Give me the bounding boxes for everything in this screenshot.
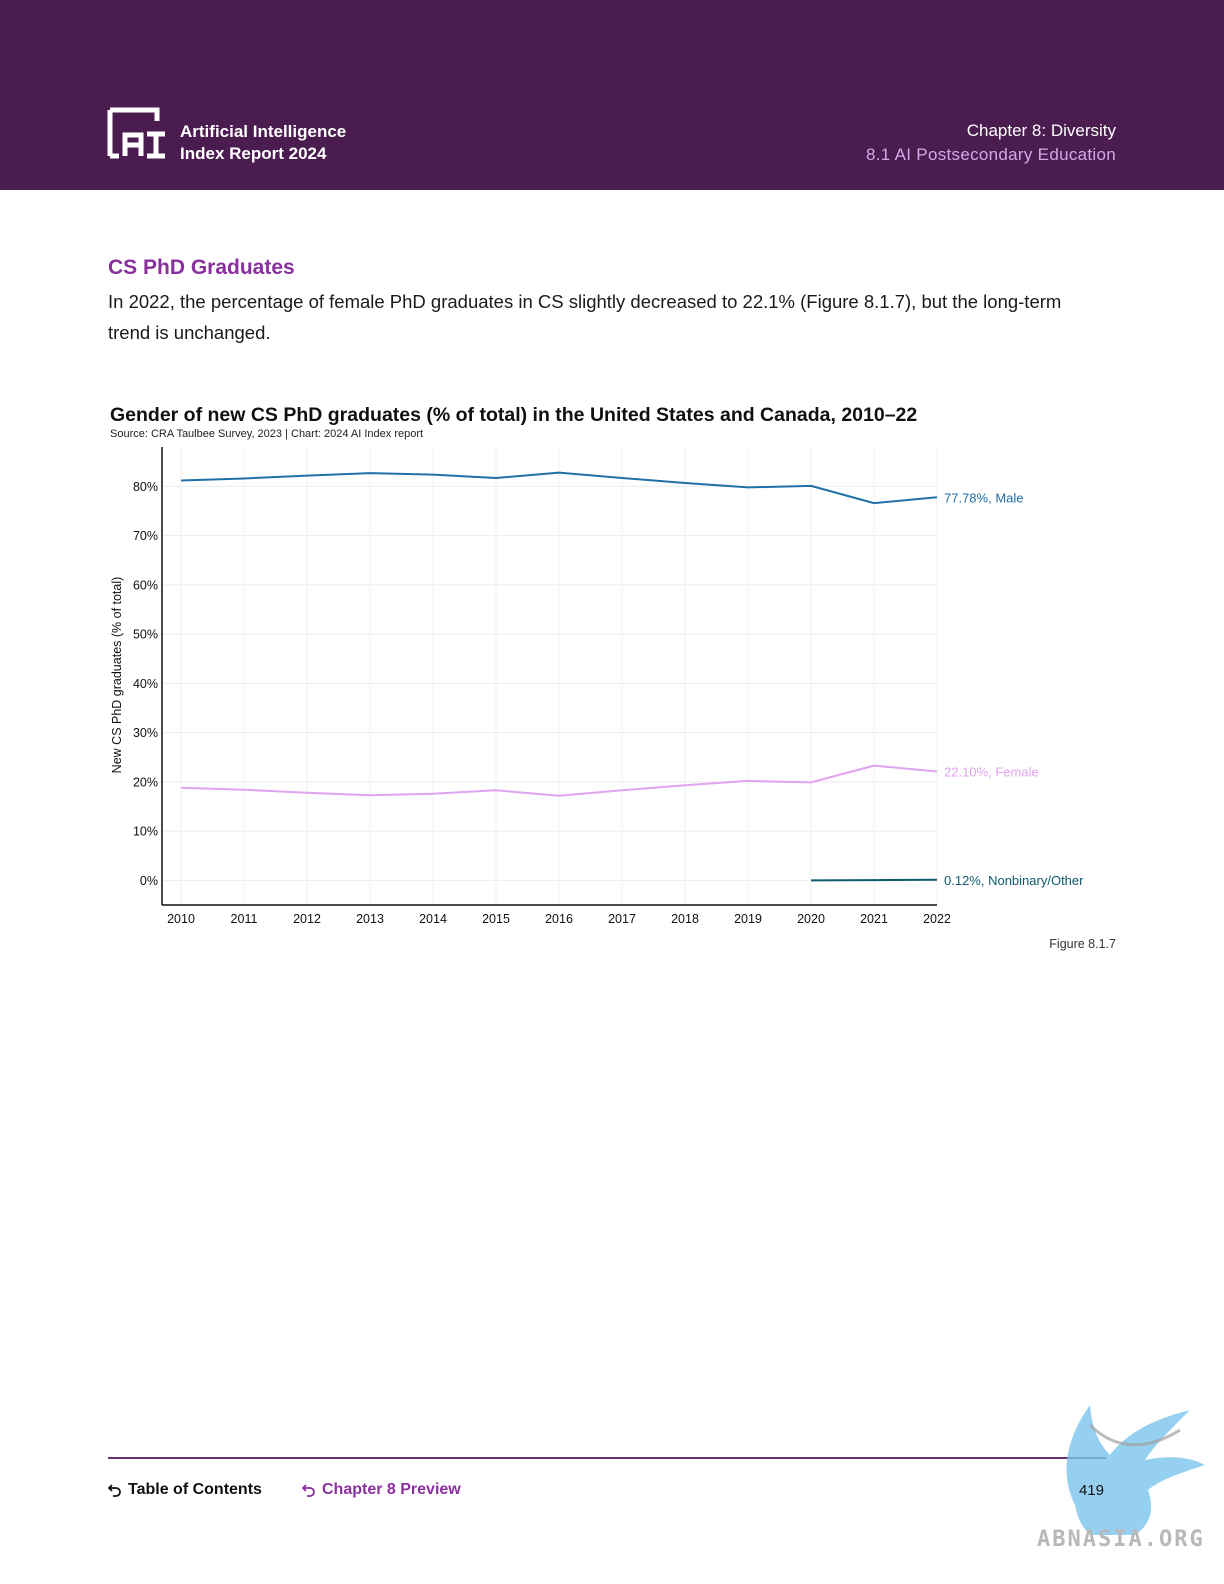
series-line-male [180, 471, 938, 505]
x-tick-label: 2021 [860, 912, 888, 926]
y-axis-label: New CS PhD graduates (% of total) [110, 577, 124, 774]
page-header: Artificial Intelligence Index Report 202… [0, 0, 1224, 190]
x-tick-label: 2014 [419, 912, 447, 926]
report-title: Artificial Intelligence Index Report 202… [180, 121, 346, 165]
return-arrow-icon [302, 1484, 315, 1497]
chart-title: Gender of new CS PhD graduates (% of tot… [110, 404, 918, 426]
y-tick-labels: 0% 10% 20% 30% 40% 50% 60% 70% 80% [133, 480, 158, 888]
series-end-label: 77.78%, Male [944, 490, 1024, 505]
section-subtitle: 8.1 AI Postsecondary Education [866, 145, 1116, 164]
y-tick-label: 10% [133, 825, 158, 839]
series-end-label: 22.10%, Female [944, 765, 1039, 780]
x-tick-label: 2011 [231, 912, 258, 926]
x-tick-labels: 2010 2011 2012 2013 2014 2015 2016 2017 2018 2019… [167, 912, 951, 926]
x-tick-label: 2010 [167, 912, 195, 926]
y-tick-label: 80% [133, 480, 158, 494]
return-arrow-icon [108, 1484, 121, 1497]
chapter-preview-link[interactable]: Chapter 8 Preview [302, 1481, 461, 1499]
y-tick-label: 70% [133, 529, 158, 543]
ai-index-logo-icon [107, 107, 165, 159]
y-tick-label: 0% [140, 874, 158, 888]
x-tick-label: 2015 [482, 912, 510, 926]
x-tick-label: 2020 [797, 912, 825, 926]
figure-label: Figure 8.1.7 [1049, 937, 1116, 951]
x-tick-label: 2013 [356, 912, 384, 926]
x-tick-label: 2022 [923, 912, 951, 926]
y-tick-label: 20% [133, 775, 158, 789]
series-line-female [180, 764, 938, 797]
x-tick-label: 2012 [293, 912, 321, 926]
report-title-line2: Index Report 2024 [180, 144, 327, 163]
line-chart: 0%10%20%30%40%50%60%70%80% 2010 2011 2012 2… [110, 447, 1084, 926]
x-tick-label: 2016 [545, 912, 573, 926]
series-end-label: 0.12%, Nonbinary/Other [944, 873, 1084, 888]
chart-grid [162, 447, 938, 905]
chart-source: Source: CRA Taulbee Survey, 2023 | Chart… [110, 428, 424, 440]
footer-divider [108, 1457, 1106, 1459]
body-paragraph: In 2022, the percentage of female PhD gr… [108, 291, 1062, 343]
chapter-title: Chapter 8: Diversity [966, 121, 1116, 140]
y-tick-label: 30% [133, 726, 158, 740]
chapter-preview-label: Chapter 8 Preview [322, 1481, 461, 1498]
page-number: 419 [1078, 1482, 1104, 1499]
watermark-text: ABNASIA.ORG [1037, 1527, 1205, 1552]
series-lines [180, 471, 938, 882]
series-line-nonbinary-other [810, 878, 938, 882]
y-tick-label: 60% [133, 578, 158, 592]
report-title-line1: Artificial Intelligence [180, 122, 347, 141]
y-tick-label: 50% [133, 628, 158, 642]
x-tick-label: 2019 [734, 912, 762, 926]
section-title: CS PhD Graduates [108, 256, 295, 279]
table-of-contents-label: Table of Contents [128, 1481, 262, 1498]
chart-axes [161, 447, 937, 906]
griffin-watermark-icon [1066, 1405, 1205, 1535]
x-tick-label: 2018 [671, 912, 699, 926]
series-end-labels: 77.78%, Male 22.10%, Female 0.12%, Nonbina… [944, 490, 1084, 887]
x-tick-label: 2017 [608, 912, 636, 926]
y-tick-label: 40% [133, 677, 158, 691]
chapter-heading: Chapter 8: Diversity 8.1 AI Postsecondar… [866, 119, 1116, 167]
table-of-contents-link[interactable]: Table of Contents [108, 1481, 262, 1499]
